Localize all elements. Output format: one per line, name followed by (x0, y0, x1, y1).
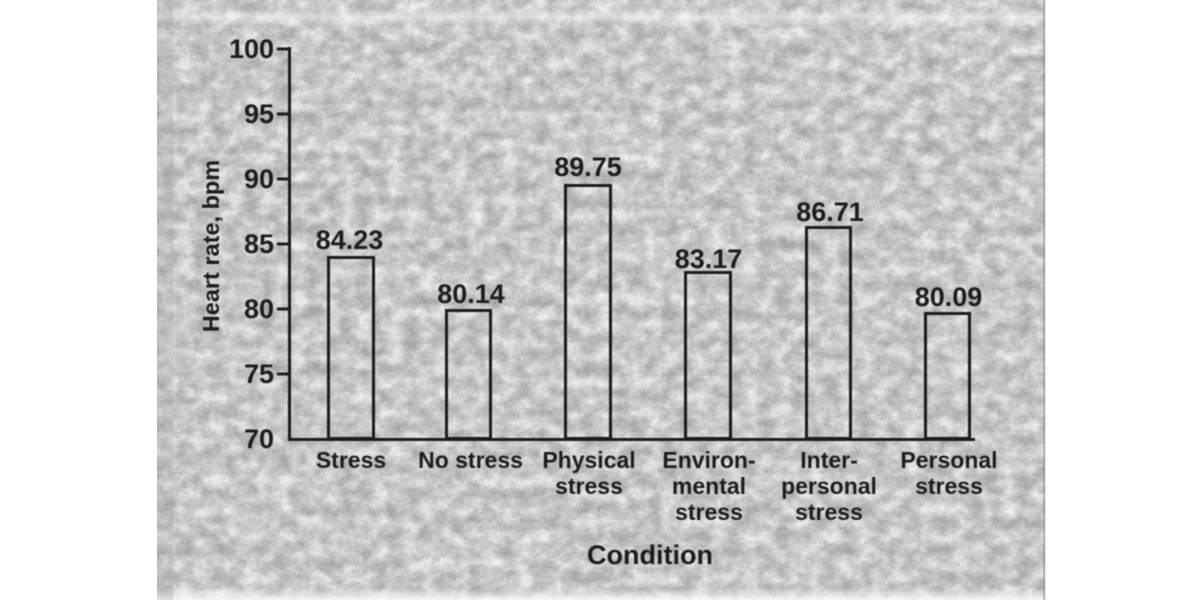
svg-text:stress: stress (795, 499, 863, 525)
svg-text:Physical: Physical (542, 447, 635, 473)
svg-text:70: 70 (244, 424, 274, 454)
svg-text:stress: stress (555, 473, 623, 499)
svg-text:80: 80 (244, 294, 274, 324)
svg-text:75: 75 (244, 359, 274, 389)
svg-text:stress: stress (915, 473, 983, 499)
svg-text:83.17: 83.17 (675, 244, 743, 274)
svg-text:80.09: 80.09 (915, 282, 983, 312)
svg-text:mental: mental (672, 473, 746, 499)
svg-text:85: 85 (244, 229, 274, 259)
svg-text:Inter-: Inter- (800, 447, 858, 473)
svg-text:personal: personal (781, 473, 877, 499)
svg-text:Personal: Personal (900, 447, 997, 473)
svg-text:86.71: 86.71 (796, 197, 864, 227)
svg-text:Heart rate, bpm: Heart rate, bpm (198, 160, 224, 332)
svg-text:100: 100 (229, 34, 274, 64)
svg-text:stress: stress (675, 499, 743, 525)
svg-text:84.23: 84.23 (316, 225, 384, 255)
svg-text:No stress: No stress (418, 447, 523, 473)
svg-text:Environ-: Environ- (662, 447, 755, 473)
svg-text:90: 90 (244, 164, 274, 194)
svg-text:Condition: Condition (587, 540, 713, 570)
svg-text:89.75: 89.75 (554, 152, 622, 182)
svg-text:Stress: Stress (316, 447, 386, 473)
svg-text:80.14: 80.14 (437, 279, 505, 309)
svg-text:95: 95 (244, 99, 274, 129)
